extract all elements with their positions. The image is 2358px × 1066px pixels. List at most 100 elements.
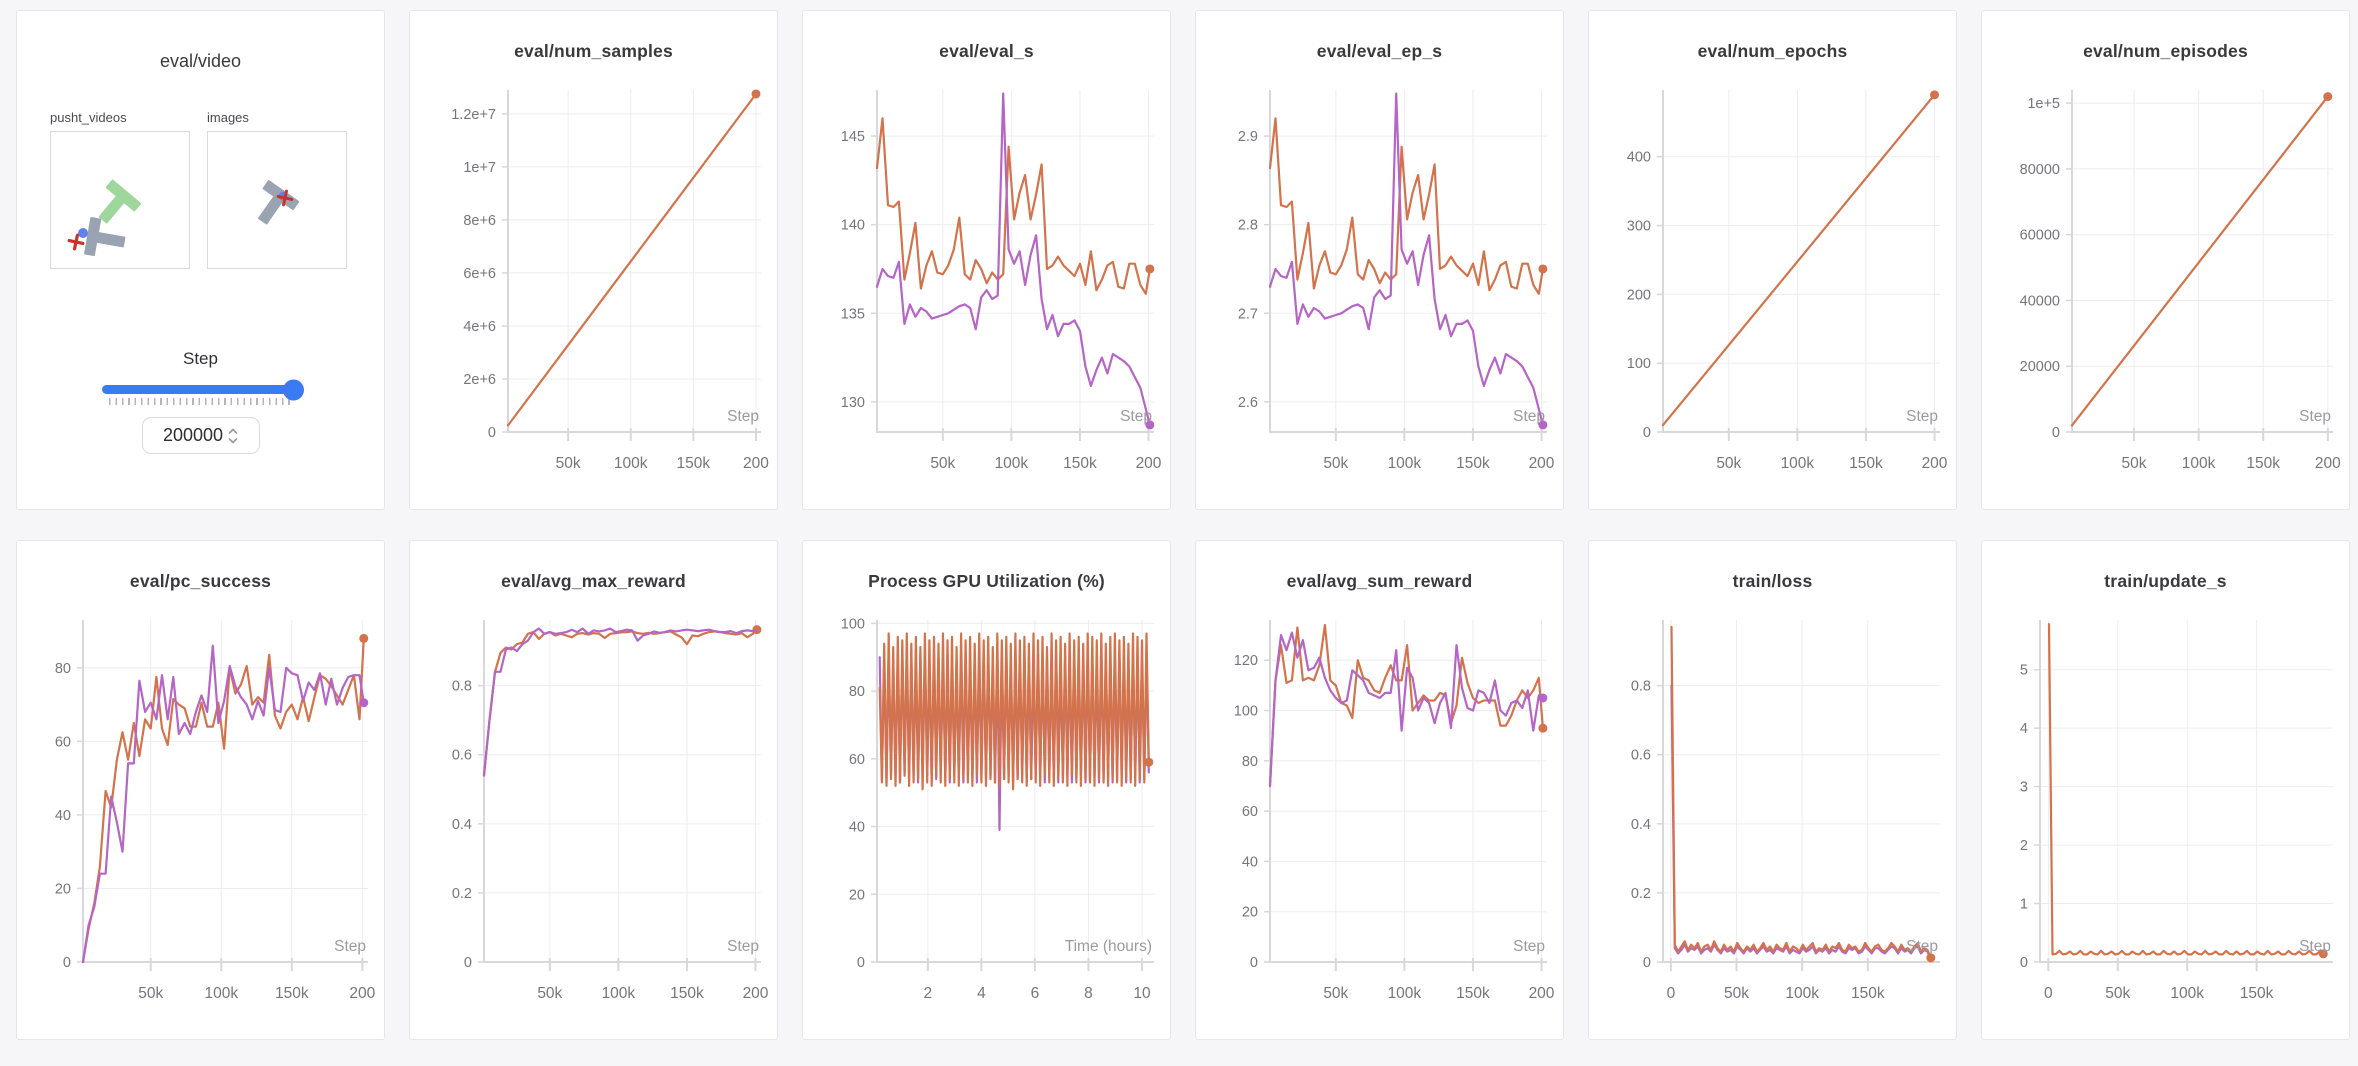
- chart-canvas[interactable]: 0 20 40 60 80 50k 100k 150k 200 Step: [17, 608, 384, 1020]
- series-line-purple-run[interactable]: [81, 644, 365, 964]
- x-tick-label: 200: [743, 455, 769, 472]
- chart-canvas[interactable]: 0 1 2 3 4 5 0 50k 100k 150k Step: [1982, 608, 2349, 1020]
- panel-eval-avg-max-reward[interactable]: eval/avg_max_reward 0 0.2 0.4 0.6 0.8 50k 100k 1…: [409, 540, 778, 1040]
- series-line-orange-run[interactable]: [506, 92, 758, 427]
- chart-canvas[interactable]: 0 2e+6 4e+6 6e+6 8e+6 1e+7 1.2e+7 50k 100k 150k 20…: [410, 78, 777, 490]
- chart-title: eval/eval_s: [939, 41, 1034, 61]
- x-axis-label: Step: [1120, 408, 1152, 425]
- chart-title: eval/num_epochs: [1697, 41, 1848, 61]
- series-end-dot-orange-run: [751, 89, 761, 99]
- x-axis-label: Step: [1513, 408, 1545, 425]
- x-tick-label: 200: [349, 985, 375, 1002]
- y-tick-label: 145: [841, 129, 865, 145]
- x-tick-label: 200: [1529, 455, 1555, 472]
- panel-train-loss[interactable]: train/loss 0 0.2 0.4 0.6 0.8 0 50k 100k 150k Step: [1588, 540, 1957, 1040]
- series-line-purple-run[interactable]: [875, 92, 1151, 426]
- series-line-orange-run[interactable]: [2047, 623, 2325, 956]
- y-tick-label: 0.4: [1631, 817, 1651, 833]
- x-tick-label: 100k: [2170, 985, 2204, 1002]
- x-axis-label: Step: [1906, 938, 1938, 955]
- images-thumbnail[interactable]: [207, 131, 347, 269]
- x-axis-label: Step: [2299, 408, 2331, 425]
- slider-tick-marks: [108, 398, 293, 405]
- y-tick-label: 0.8: [1631, 679, 1651, 695]
- x-tick-label: 100k: [2182, 455, 2216, 472]
- chart-title: eval/avg_max_reward: [501, 571, 686, 591]
- series-line-orange-run[interactable]: [482, 628, 758, 777]
- panel-process-gpu-utilization[interactable]: Process GPU Utilization (%) 0 20 40 60 80 100 2…: [802, 540, 1171, 1040]
- y-tick-label: 1: [2020, 897, 2028, 913]
- panel-eval-video[interactable]: eval/video pusht_videos: [16, 10, 385, 510]
- y-tick-label: 4e+6: [463, 319, 496, 335]
- chart-canvas[interactable]: 0 0.2 0.4 0.6 0.8 50k 100k 150k 200 Step: [410, 608, 777, 1020]
- number-stepper-icon[interactable]: [228, 427, 238, 445]
- x-tick-label: 150k: [1851, 985, 1885, 1002]
- series-line-orange-run[interactable]: [1268, 623, 1544, 788]
- x-tick-label: 150k: [275, 985, 309, 1002]
- series-line-purple-run[interactable]: [482, 627, 758, 777]
- slider-track[interactable]: [101, 379, 304, 400]
- series-end-dot-orange-run: [1144, 757, 1154, 767]
- x-tick-label: 100k: [1785, 985, 1819, 1002]
- chart-canvas[interactable]: 130 135 140 145 50k 100k 150k 200 Step: [803, 78, 1170, 490]
- y-tick-label: 80: [55, 661, 71, 677]
- x-tick-label: 150k: [670, 985, 704, 1002]
- slider-handle[interactable]: [282, 379, 304, 400]
- panel-eval-num-samples[interactable]: eval/num_samples 0 2e+6 4e+6 6e+6 8e+6 1e+7 1.2…: [409, 10, 778, 510]
- x-tick-label: 150k: [1456, 985, 1490, 1002]
- x-tick-label: 50k: [1323, 455, 1348, 472]
- chart-canvas[interactable]: 0 20 40 60 80 100 120 50k 100k 150k 200 Step: [1196, 608, 1563, 1020]
- x-tick-label: 0: [1667, 985, 1676, 1002]
- series-end-dot-orange-run: [1538, 723, 1548, 733]
- series-line-purple-run[interactable]: [1670, 684, 1932, 960]
- chart-title: train/loss: [1732, 571, 1813, 591]
- panel-eval-avg-sum-reward[interactable]: eval/avg_sum_reward 0 20 40 60 80 100 120 50k 100…: [1195, 540, 1564, 1040]
- series-line-orange-run[interactable]: [875, 117, 1151, 295]
- chart-canvas[interactable]: 2.6 2.7 2.8 2.9 50k 100k 150k 200 Step: [1196, 78, 1563, 490]
- y-tick-label: 8e+6: [463, 213, 496, 229]
- x-axis-label: Step: [2299, 938, 2331, 955]
- series-line-purple-run[interactable]: [1268, 631, 1544, 788]
- thumbnail-label-images: images: [207, 110, 249, 125]
- series-line-purple-run[interactable]: [1268, 92, 1544, 426]
- panel-eval-eval-ep-s[interactable]: eval/eval_ep_s 2.6 2.7 2.8 2.9 50k 100k 150k 200…: [1195, 10, 1564, 510]
- x-tick-label: 100k: [204, 985, 238, 1002]
- step-slider[interactable]: [101, 379, 304, 405]
- x-tick-label: 150k: [2246, 455, 2280, 472]
- x-tick-label: 2: [924, 985, 933, 1002]
- series-line-orange-run[interactable]: [81, 637, 365, 964]
- series-line-orange-run[interactable]: [1268, 117, 1544, 295]
- y-tick-label: 0: [488, 425, 496, 441]
- panel-eval-num-episodes[interactable]: eval/num_episodes 0 20000 40000 60000 80000 1e…: [1981, 10, 2350, 510]
- panel-eval-eval-s[interactable]: eval/eval_s 130 135 140 145 50k 100k 150k 200 Ste…: [802, 10, 1171, 510]
- series-line-orange-run[interactable]: [878, 632, 1150, 791]
- panel-eval-num-epochs[interactable]: eval/num_epochs 0 100 200 300 400 50k 100k 150k 2…: [1588, 10, 1957, 510]
- y-tick-label: 20: [1242, 905, 1258, 921]
- y-tick-label: 60: [55, 734, 71, 750]
- panel-eval-pc-success[interactable]: eval/pc_success 0 20 40 60 80 50k 100k 150k 200 St…: [16, 540, 385, 1040]
- pusht-videos-thumbnail[interactable]: [50, 131, 190, 269]
- x-axis-label: Step: [727, 938, 759, 955]
- y-tick-label: 3: [2020, 780, 2028, 796]
- step-input[interactable]: 200000: [141, 417, 260, 454]
- series-line-orange-run[interactable]: [2070, 95, 2329, 427]
- chart-canvas[interactable]: 0 0.2 0.4 0.6 0.8 0 50k 100k 150k Step: [1589, 608, 1956, 1020]
- y-tick-label: 60: [1242, 804, 1258, 820]
- series-line-orange-run[interactable]: [1670, 625, 1932, 959]
- chart-canvas[interactable]: 0 20 40 60 80 100 2 4 6 8 10 Time (hours): [803, 608, 1170, 1020]
- y-tick-label: 100: [1627, 356, 1651, 372]
- series-line-orange-run[interactable]: [1661, 93, 1936, 427]
- x-tick-label: 50k: [537, 985, 562, 1002]
- y-tick-label: 0.2: [452, 886, 472, 902]
- y-tick-label: 0: [2052, 425, 2060, 441]
- chart-canvas[interactable]: 0 100 200 300 400 50k 100k 150k 200 Step: [1589, 78, 1956, 490]
- y-tick-label: 40000: [2020, 293, 2060, 309]
- x-tick-label: 200: [1136, 455, 1162, 472]
- pusht-image-icon: [258, 180, 300, 225]
- y-tick-label: 1e+7: [463, 160, 496, 176]
- chart-canvas[interactable]: 0 20000 40000 60000 80000 1e+5 50k 100k 150k 200 S…: [1982, 78, 2349, 490]
- x-tick-label: 50k: [138, 985, 163, 1002]
- x-tick-label: 50k: [1323, 985, 1348, 1002]
- panel-train-update-s[interactable]: train/update_s 0 1 2 3 4 5 0 50k 100k 150k Step: [1981, 540, 2350, 1040]
- y-tick-label: 20: [55, 881, 71, 897]
